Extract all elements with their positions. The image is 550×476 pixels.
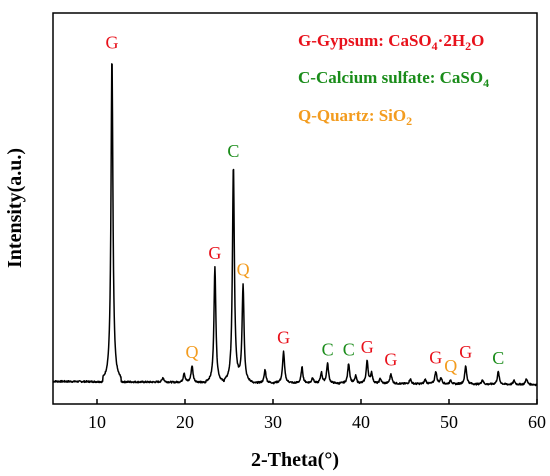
x-tick-label: 40 — [352, 412, 370, 432]
x-tick-label: 30 — [264, 412, 282, 432]
y-axis-label: Intensity(a.u.) — [4, 148, 26, 268]
x-axis-ticks: 10 20 30 40 50 60 — [88, 399, 546, 432]
peak-label: Q — [237, 260, 250, 280]
peak-label: C — [492, 348, 504, 368]
legend-entry: G-Gypsum: CaSO4·2H2O — [298, 31, 484, 53]
peak-label: G — [459, 342, 472, 362]
peak-label: G — [384, 350, 397, 370]
peak-label: G — [361, 337, 374, 357]
peak-label: G — [277, 328, 290, 348]
x-tick-label: 60 — [528, 412, 546, 432]
peak-label: C — [227, 141, 239, 161]
legend-entry: Q-Quartz: SiO2 — [298, 106, 412, 128]
peak-label: G — [106, 33, 119, 53]
peak-label: C — [322, 339, 334, 359]
x-tick-label: 50 — [440, 412, 458, 432]
x-axis-label: 2-Theta(°) — [251, 449, 339, 471]
peak-label: G — [429, 347, 442, 367]
plot-frame — [52, 12, 538, 405]
peak-label: G — [208, 243, 221, 263]
legend: G-Gypsum: CaSO4·2H2O C-Calcium sulfate: C… — [298, 31, 489, 128]
peak-label: Q — [186, 342, 199, 362]
xrd-pattern-line — [53, 63, 537, 387]
x-tick-label: 20 — [176, 412, 194, 432]
legend-entry: C-Calcium sulfate: CaSO4 — [298, 68, 489, 90]
peak-label: Q — [444, 356, 457, 376]
peak-label: C — [343, 340, 355, 360]
x-tick-label: 10 — [88, 412, 106, 432]
